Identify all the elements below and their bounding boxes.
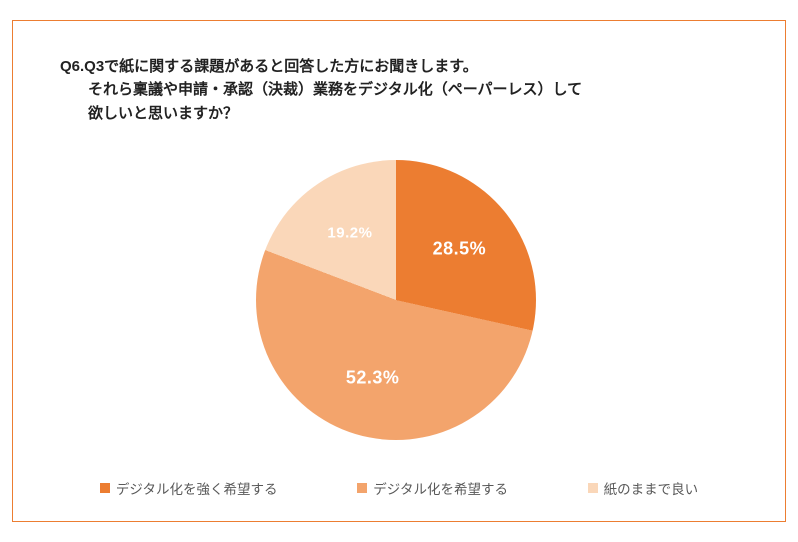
pie-chart: 28.5% 52.3% 19.2%	[256, 160, 536, 440]
pie-slice-label: 28.5%	[433, 239, 487, 260]
pie-disc	[256, 160, 536, 440]
chart-frame: Q6.Q3で紙に関する課題があると回答した方にお聞きします。 それら稟議や申請・…	[0, 0, 798, 542]
title-line-2: それら稟議や申請・承認（決裁）業務をデジタル化（ペーパーレス）して	[60, 78, 758, 101]
legend-label: 紙のままで良い	[604, 478, 699, 498]
legend-label: デジタル化を強く希望する	[116, 478, 278, 498]
legend-swatch	[100, 483, 110, 493]
title-line-1: Q6.Q3で紙に関する課題があると回答した方にお聞きします。	[60, 55, 758, 78]
legend-item: デジタル化を希望する	[357, 478, 508, 498]
legend-item: 紙のままで良い	[588, 478, 699, 498]
legend-swatch	[357, 483, 367, 493]
pie-slice-label: 52.3%	[346, 367, 400, 388]
legend-label: デジタル化を希望する	[373, 478, 508, 498]
chart-title: Q6.Q3で紙に関する課題があると回答した方にお聞きします。 それら稟議や申請・…	[60, 55, 758, 125]
pie-slice-label: 19.2%	[327, 225, 372, 242]
legend: デジタル化を強く希望する デジタル化を希望する 紙のままで良い	[60, 478, 738, 498]
title-line-3: 欲しいと思いますか？	[60, 102, 758, 125]
legend-swatch	[588, 483, 598, 493]
legend-item: デジタル化を強く希望する	[100, 478, 278, 498]
